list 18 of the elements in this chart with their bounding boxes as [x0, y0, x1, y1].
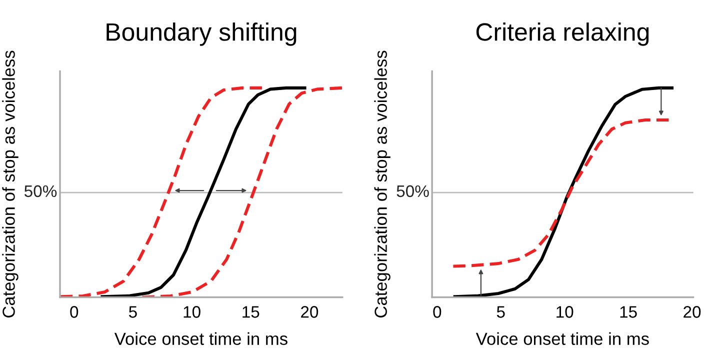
- y-axis-title: Categorization of stop as voiceless: [2, 50, 18, 318]
- ref-line-label: 50%: [396, 185, 429, 198]
- x-tick-label: 20: [684, 306, 701, 318]
- x-tick-label: 5: [128, 306, 137, 318]
- x-tick-label: 0: [433, 306, 442, 318]
- x-axis-title: Voice onset time in ms: [114, 332, 288, 345]
- y-axis-title: Categorization of stop as voiceless: [374, 50, 390, 318]
- x-tick-label: 15: [620, 306, 637, 318]
- x-tick-label: 5: [496, 306, 505, 318]
- x-tick-label: 10: [556, 306, 574, 318]
- x-tick-label: 15: [242, 306, 260, 318]
- x-axis-title: Voice onset time in ms: [476, 332, 649, 345]
- ref-line-label: 50%: [24, 185, 57, 198]
- chart-title: Criteria relaxing: [476, 22, 649, 46]
- x-tick-label: 0: [70, 306, 78, 318]
- x-tick-label: 20: [301, 306, 318, 318]
- x-tick-label: 10: [184, 306, 200, 318]
- chart-title: Boundary shifting: [106, 22, 296, 46]
